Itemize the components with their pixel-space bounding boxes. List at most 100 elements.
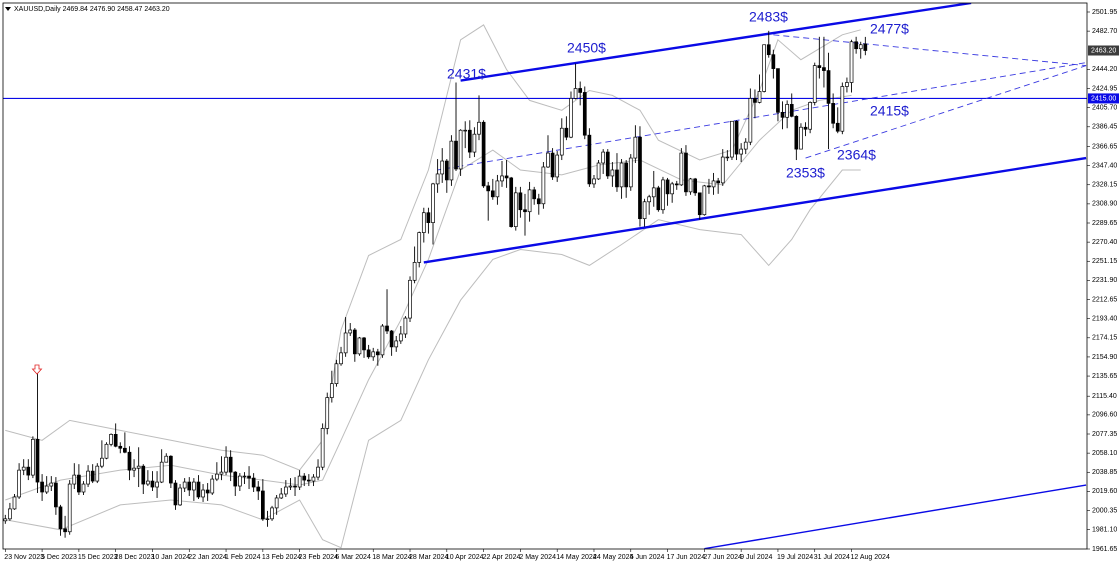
candle-body — [8, 508, 12, 520]
candle-body — [306, 479, 311, 482]
y-tick-label: 2482.70 — [1092, 28, 1117, 35]
candle-body — [274, 497, 279, 509]
candle-body — [270, 507, 274, 520]
candle-body — [426, 212, 431, 224]
y-tick-label: 2212.65 — [1092, 296, 1117, 303]
x-tick-label: 28 Mar 2024 — [409, 554, 448, 561]
candle-body — [421, 212, 426, 233]
candle-body — [564, 127, 569, 138]
candle-body — [688, 178, 693, 193]
trend-line — [460, 3, 972, 82]
candle-body — [707, 185, 711, 188]
y-tick-label: 2366.65 — [1092, 143, 1117, 150]
level-label: 2415.00 — [1091, 95, 1116, 102]
signal-arrow — [31, 364, 43, 375]
candle-body — [500, 175, 504, 182]
candle-body — [573, 88, 578, 99]
candle-body — [605, 151, 610, 177]
candle-body — [238, 475, 242, 487]
candle-body — [316, 466, 320, 478]
candle-body — [293, 485, 297, 488]
candle-body — [725, 156, 730, 159]
y-tick-label: 2096.60 — [1092, 412, 1117, 419]
candle-body — [674, 183, 679, 186]
candle-body — [546, 152, 550, 168]
candle-body — [380, 325, 385, 356]
y-tick-label: 2308.90 — [1092, 201, 1117, 208]
candle-body — [3, 518, 8, 522]
y-tick-label: 2154.90 — [1092, 354, 1117, 361]
candle-body — [481, 121, 486, 187]
candle-body — [31, 438, 35, 476]
candle-body — [17, 469, 21, 498]
candle-body — [26, 466, 31, 476]
candle-body — [265, 518, 270, 520]
plot-area — [3, 3, 1087, 549]
candle-body — [260, 490, 265, 520]
candle-body — [444, 160, 449, 181]
candle-body — [86, 470, 90, 485]
x-tick-label: 28 Dec 2023 — [115, 554, 155, 561]
candle-body — [555, 154, 560, 178]
candle-body — [141, 465, 146, 485]
candle-body — [371, 351, 376, 358]
x-tick-label: 24 May 2024 — [593, 554, 634, 561]
candle-body — [803, 126, 808, 130]
candle-body — [656, 187, 661, 211]
annotation: 2364$ — [837, 147, 876, 163]
candle-body — [812, 65, 817, 103]
candle-body — [513, 192, 518, 227]
x-tick-label: 18 Mar 2024 — [372, 554, 411, 561]
candle-body — [638, 136, 642, 220]
annotation: 2431$ — [447, 66, 486, 82]
candle-body — [467, 129, 472, 153]
band-line — [5, 24, 861, 471]
y-tick-label: 2347.40 — [1092, 162, 1117, 169]
candle-body — [394, 340, 399, 348]
candle-body — [661, 179, 665, 211]
candle-body — [389, 330, 394, 348]
candle-body — [242, 475, 247, 478]
y-tick-label: 2019.60 — [1092, 488, 1117, 495]
candle-body — [486, 185, 491, 192]
candle-body — [431, 183, 435, 224]
candle-body — [642, 201, 647, 220]
y-tick-label: 2386.45 — [1092, 124, 1117, 131]
candle-body — [665, 179, 670, 195]
candle-body — [854, 41, 858, 50]
candle-body — [490, 190, 495, 198]
x-tick-label: 1 Feb 2024 — [225, 554, 261, 561]
x-tick-label: 2 May 2024 — [519, 554, 556, 561]
candle-body — [132, 467, 136, 471]
candle-body — [343, 332, 348, 354]
candle-body — [440, 160, 445, 175]
plot-frame — [2, 2, 1088, 550]
x-tick-label: 9 Jul 2024 — [740, 554, 772, 561]
candle-body — [808, 102, 812, 130]
candle-body — [233, 471, 238, 487]
candle-body — [288, 485, 293, 488]
x-tick-label: 27 Jun 2024 — [703, 554, 742, 561]
candle-body — [817, 65, 822, 68]
candle-body — [789, 104, 794, 117]
x-tick-label: 5 Jun 2024 — [630, 554, 665, 561]
chart-title: XAUUSD,Daily 2469.84 2476.90 2458.47 246… — [14, 6, 170, 13]
candle-body — [771, 54, 776, 69]
y-tick-label: 2135.65 — [1092, 373, 1117, 380]
candle-body — [279, 493, 284, 499]
candle-body — [403, 317, 408, 335]
candle-body — [251, 477, 256, 488]
candle-body — [449, 140, 454, 181]
candle-body — [472, 133, 477, 153]
candle-body — [256, 486, 261, 492]
y-tick-label: 2424.95 — [1092, 85, 1117, 92]
candle-body — [54, 482, 58, 508]
trend-line — [773, 34, 1087, 67]
annotation: 2353$ — [786, 165, 825, 181]
candle-body — [104, 443, 109, 459]
candle-body — [532, 189, 537, 200]
y-tick-label: 2115.40 — [1092, 393, 1117, 400]
candle-body — [684, 152, 688, 193]
